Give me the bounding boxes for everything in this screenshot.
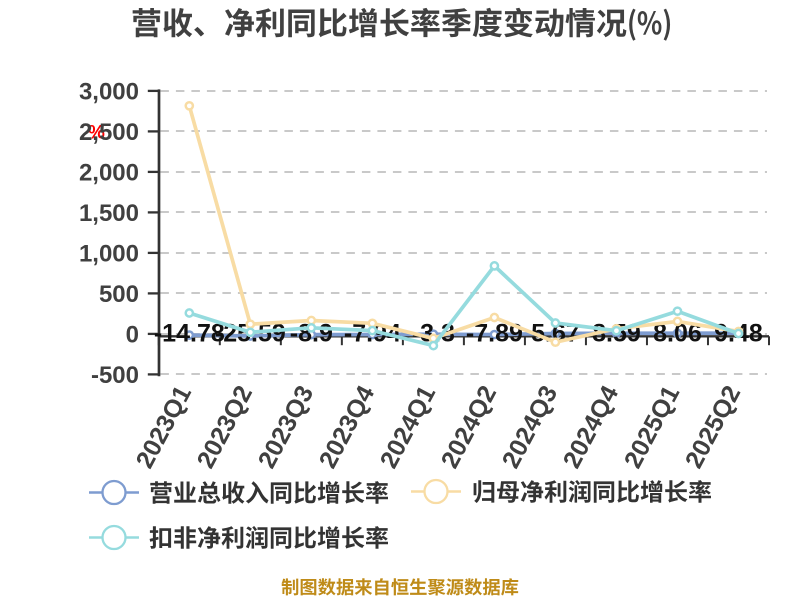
svg-text:2,500: 2,500 bbox=[79, 119, 139, 146]
svg-text:2,000: 2,000 bbox=[79, 160, 139, 187]
svg-text:0: 0 bbox=[126, 322, 139, 349]
svg-text:3,000: 3,000 bbox=[79, 79, 139, 106]
svg-text:%: % bbox=[88, 123, 105, 144]
svg-text:500: 500 bbox=[99, 281, 139, 308]
svg-text:1,500: 1,500 bbox=[79, 200, 139, 227]
svg-text:-500: -500 bbox=[91, 362, 139, 389]
svg-text:-14.78: -14.78 bbox=[154, 320, 225, 348]
svg-text:1,000: 1,000 bbox=[79, 241, 139, 268]
